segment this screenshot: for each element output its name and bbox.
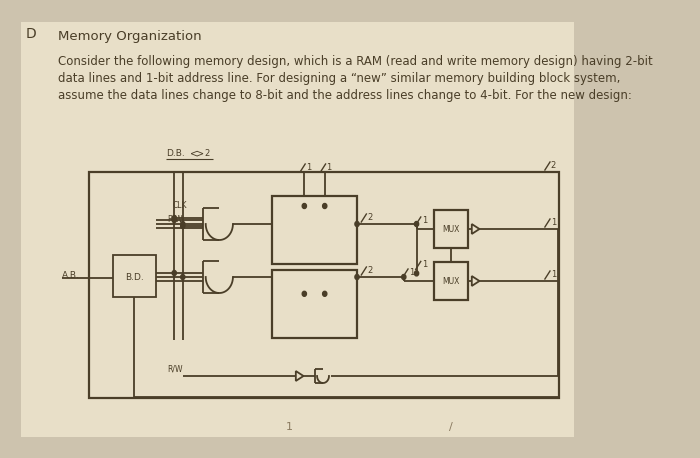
Text: 2: 2 — [551, 161, 556, 170]
Circle shape — [181, 274, 185, 279]
Text: 1: 1 — [421, 216, 427, 225]
Text: 1: 1 — [551, 270, 556, 279]
Text: 2: 2 — [368, 266, 372, 275]
Text: data lines and 1-bit address line. For designing a “new” similar memory building: data lines and 1-bit address line. For d… — [58, 72, 620, 85]
Circle shape — [355, 274, 359, 279]
Circle shape — [181, 224, 185, 229]
Circle shape — [355, 222, 359, 227]
Text: MUX: MUX — [442, 224, 459, 234]
Text: assume the data lines change to 8-bit and the address lines change to 4-bit. For: assume the data lines change to 8-bit an… — [58, 89, 631, 102]
Bar — [272, 196, 357, 264]
Text: Consider the following memory design, which is a RAM (read and write memory desi: Consider the following memory design, wh… — [58, 55, 652, 68]
Text: 1: 1 — [551, 218, 556, 227]
Text: B.D.: B.D. — [125, 273, 144, 282]
Circle shape — [181, 222, 185, 227]
Text: 1: 1 — [409, 268, 414, 277]
Circle shape — [323, 203, 327, 208]
Bar — [433, 210, 468, 248]
Circle shape — [172, 216, 176, 220]
Circle shape — [414, 222, 419, 227]
Text: 1: 1 — [326, 163, 332, 172]
Circle shape — [172, 271, 176, 276]
Text: /: / — [449, 422, 452, 432]
Text: MUX: MUX — [442, 277, 459, 285]
Text: 1: 1 — [306, 163, 312, 172]
Text: 1: 1 — [421, 261, 427, 269]
Bar — [90, 172, 559, 398]
Text: A.B.: A.B. — [62, 271, 80, 280]
Bar — [113, 255, 155, 297]
Bar — [272, 270, 357, 338]
Text: R/W: R/W — [167, 215, 183, 224]
Text: Memory Organization: Memory Organization — [58, 30, 202, 43]
Text: <: < — [190, 148, 197, 158]
Text: R/W: R/W — [167, 364, 183, 373]
Text: CLK: CLK — [173, 201, 187, 210]
Circle shape — [402, 274, 406, 279]
Circle shape — [302, 291, 307, 296]
Text: 2: 2 — [368, 213, 372, 222]
Text: D.B.: D.B. — [166, 149, 185, 158]
Bar — [433, 262, 468, 300]
Text: 2: 2 — [205, 149, 210, 158]
Circle shape — [414, 271, 419, 276]
Circle shape — [172, 218, 176, 223]
Circle shape — [302, 203, 307, 208]
Text: >: > — [197, 148, 204, 158]
Text: D: D — [25, 27, 36, 41]
Text: 1: 1 — [286, 422, 293, 432]
Circle shape — [323, 291, 327, 296]
